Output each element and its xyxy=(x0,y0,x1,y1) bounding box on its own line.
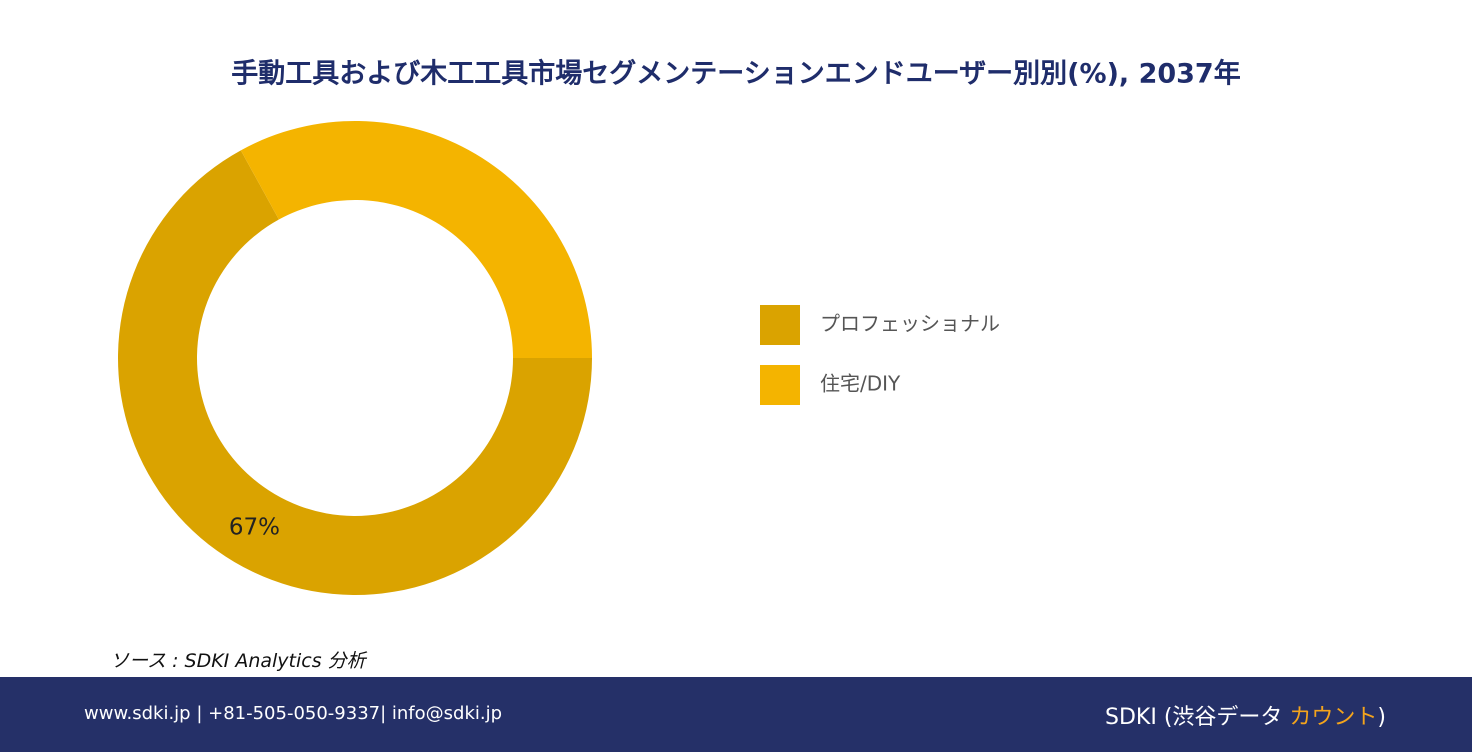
footer: www.sdki.jp | +81-505-050-9337| info@sdk… xyxy=(0,677,1472,752)
source: ソース : SDKI Analytics 分析 xyxy=(110,650,366,672)
contact: www.sdki.jp | +81-505-050-9337| info@sdk… xyxy=(84,703,503,724)
donut-slice xyxy=(240,121,592,358)
chart-title: 手動工具および木工工具市場セグメンテーションエンドユーザー別別(%), 2037… xyxy=(231,58,1240,90)
donut-slice xyxy=(117,150,592,596)
legend-swatch xyxy=(760,365,800,405)
brand-highlight: カウント xyxy=(1289,705,1378,730)
chart: 手動工具および木工工具市場セグメンテーションエンドユーザー別別(%), 2037… xyxy=(117,58,1241,596)
legend-label: 住宅/DIY xyxy=(820,372,901,396)
legend-swatch xyxy=(760,305,800,345)
brand-text: SDKI (渋谷データ xyxy=(1105,705,1290,730)
data-label: 67% xyxy=(229,514,280,540)
brand-end: ) xyxy=(1377,705,1386,730)
legend-label: プロフェッショナル xyxy=(820,312,1000,336)
brand: SDKI (渋谷データ カウント) xyxy=(1105,699,1386,731)
